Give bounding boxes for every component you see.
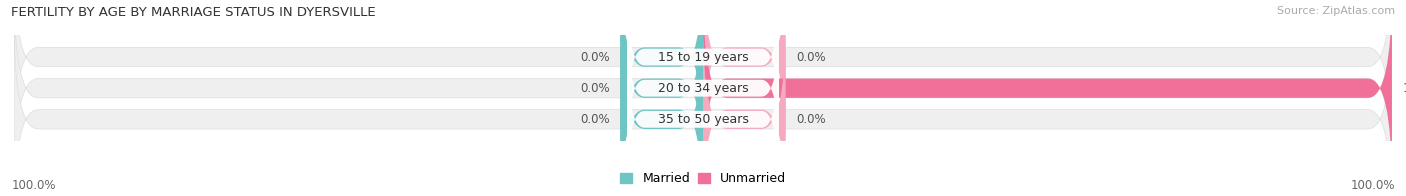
- FancyBboxPatch shape: [703, 0, 1392, 188]
- FancyBboxPatch shape: [14, 20, 1392, 196]
- Text: 0.0%: 0.0%: [581, 51, 610, 64]
- FancyBboxPatch shape: [620, 0, 703, 156]
- FancyBboxPatch shape: [620, 20, 703, 196]
- Text: 0.0%: 0.0%: [581, 82, 610, 95]
- FancyBboxPatch shape: [627, 50, 779, 189]
- Text: 0.0%: 0.0%: [796, 51, 825, 64]
- Text: Source: ZipAtlas.com: Source: ZipAtlas.com: [1277, 6, 1395, 16]
- Text: FERTILITY BY AGE BY MARRIAGE STATUS IN DYERSVILLE: FERTILITY BY AGE BY MARRIAGE STATUS IN D…: [11, 6, 375, 19]
- Text: 20 to 34 years: 20 to 34 years: [658, 82, 748, 95]
- Text: 15 to 19 years: 15 to 19 years: [658, 51, 748, 64]
- Text: 0.0%: 0.0%: [796, 113, 825, 126]
- FancyBboxPatch shape: [703, 0, 786, 156]
- FancyBboxPatch shape: [14, 0, 1392, 188]
- Text: 35 to 50 years: 35 to 50 years: [658, 113, 748, 126]
- Text: 100.0%: 100.0%: [1402, 82, 1406, 95]
- FancyBboxPatch shape: [627, 19, 779, 158]
- FancyBboxPatch shape: [14, 0, 1392, 156]
- FancyBboxPatch shape: [703, 20, 786, 196]
- Text: 100.0%: 100.0%: [1350, 179, 1395, 192]
- Legend: Married, Unmarried: Married, Unmarried: [614, 167, 792, 190]
- FancyBboxPatch shape: [620, 0, 703, 188]
- FancyBboxPatch shape: [627, 0, 779, 126]
- Text: 100.0%: 100.0%: [11, 179, 56, 192]
- Text: 0.0%: 0.0%: [581, 113, 610, 126]
